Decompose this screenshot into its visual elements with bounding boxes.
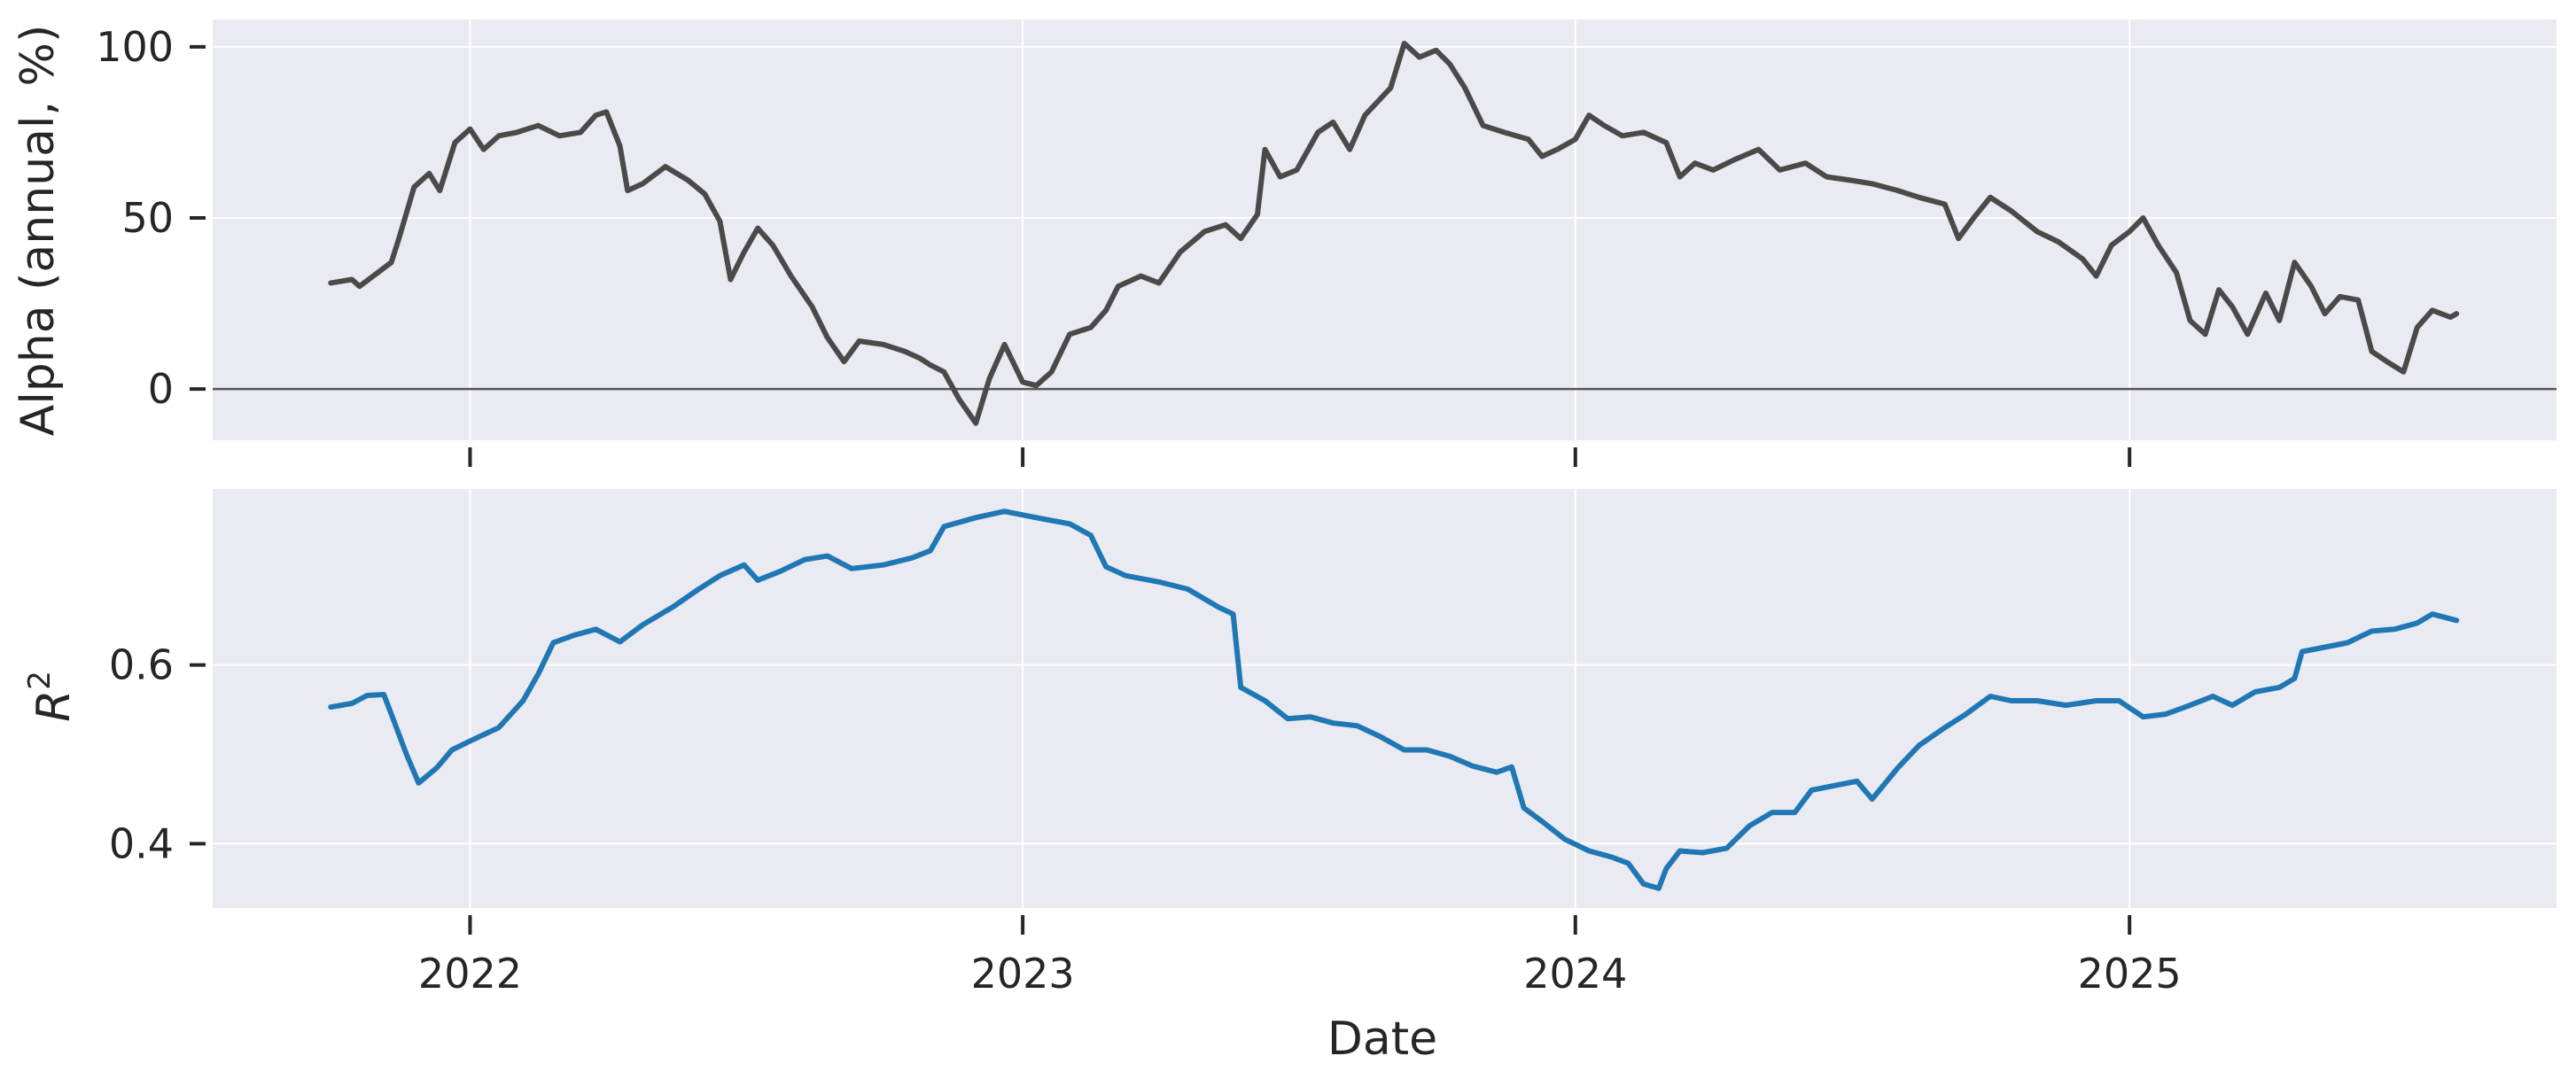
- r2-y-axis-label-superscript: 2: [22, 671, 58, 690]
- r2-series: [328, 509, 2460, 891]
- alpha-plot-area: [213, 19, 2557, 440]
- alpha-y-tick-label: 0: [148, 365, 174, 413]
- r2-x-gridlines: [469, 489, 2131, 908]
- x-tick-label: 2023: [971, 950, 1075, 998]
- alpha-y-axis-label: Alpha (annual, %): [12, 25, 65, 436]
- r2-y-gridlines: [213, 664, 2557, 845]
- r2-series-line: [328, 509, 2460, 891]
- alpha-series-line: [328, 41, 2460, 426]
- r2-y-tick-label: 0.6: [109, 641, 174, 689]
- x-tick-label: 2024: [1523, 950, 1627, 998]
- x-tick-label: 2022: [418, 950, 522, 998]
- r2-y-tick-label: 0.4: [109, 819, 174, 867]
- alpha-panel: 0 50 100 Alpha (annual, %): [12, 19, 2557, 467]
- r2-plot-area: [213, 489, 2557, 908]
- alpha-y-tick-label: 50: [121, 194, 174, 242]
- x-tick-label: 2025: [2078, 950, 2182, 998]
- alpha-series: [328, 41, 2460, 426]
- r2-y-axis-label: R2: [22, 671, 81, 722]
- alpha-x-ticks: [468, 447, 2132, 467]
- r2-y-ticks: 0.4 0.6: [109, 641, 206, 867]
- alpha-y-tick-label: 100: [96, 23, 174, 71]
- alpha-y-ticks: 0 50 100: [96, 23, 206, 413]
- r2-x-ticks: 2022 2023 2024 2025: [418, 915, 2182, 998]
- r2-y-axis-label-base: R: [27, 690, 81, 722]
- x-axis-label: Date: [1327, 1013, 1437, 1066]
- r2-panel: 0.4 0.6 2022 2023 2024 2025 R2 Date: [22, 489, 2557, 1066]
